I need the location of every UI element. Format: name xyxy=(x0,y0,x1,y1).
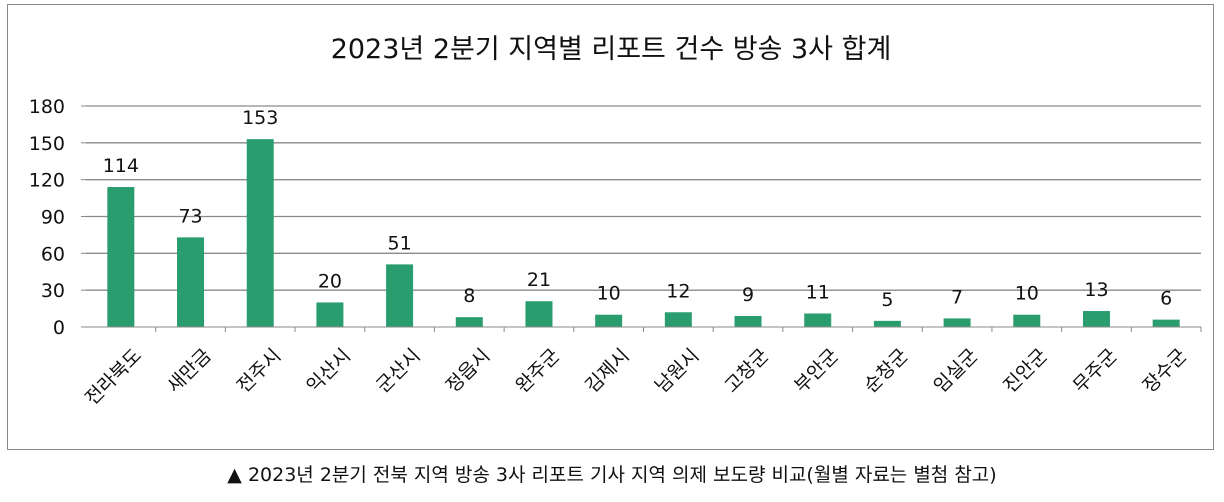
data-label: 10 xyxy=(1015,283,1039,305)
bar xyxy=(943,318,971,327)
y-tick-label: 0 xyxy=(53,317,65,339)
y-axis-ticks: 0 30 60 90 120 150 180 xyxy=(29,96,86,339)
bar xyxy=(316,302,344,327)
bar xyxy=(734,315,762,327)
bar xyxy=(246,139,274,327)
data-label: 12 xyxy=(666,280,690,302)
y-tick-label: 120 xyxy=(29,170,65,192)
data-label: 73 xyxy=(178,205,202,227)
x-tick-label: 군산시 xyxy=(372,345,425,398)
bar xyxy=(1152,319,1180,327)
bar xyxy=(386,264,414,327)
bar xyxy=(595,314,623,327)
y-tick-label: 90 xyxy=(41,207,65,229)
y-tick-label: 60 xyxy=(41,243,65,265)
bar xyxy=(804,313,832,327)
x-tick-label: 익산시 xyxy=(302,345,355,398)
data-label: 5 xyxy=(881,289,893,311)
chart-frame: 2023년 2분기 지역별 리포트 건수 방송 3사 합계 0 30 60 90 120… xyxy=(7,4,1214,450)
x-tick-label: 부안군 xyxy=(790,345,843,398)
data-label: 6 xyxy=(1160,288,1172,310)
y-tick-label: 180 xyxy=(29,96,65,118)
data-label: 51 xyxy=(388,232,412,254)
bars xyxy=(107,139,1180,327)
x-tick-label: 전라북도 xyxy=(81,345,146,410)
bar xyxy=(525,301,553,327)
data-label: 8 xyxy=(463,285,475,307)
figure-caption: ▲ 2023년 2분기 전북 지역 방송 3사 리포트 기사 지역 의제 보도량… xyxy=(227,464,997,486)
x-tick-label: 새만금 xyxy=(163,345,216,398)
data-label: 13 xyxy=(1084,279,1108,301)
data-label: 21 xyxy=(527,269,551,291)
x-tick-label: 완주군 xyxy=(511,345,564,398)
chart-title: 2023년 2분기 지역별 리포트 건수 방송 3사 합계 xyxy=(331,34,892,65)
x-tick-label: 순창군 xyxy=(860,345,913,398)
x-tick-label: 진안군 xyxy=(999,345,1052,398)
y-tick-label: 30 xyxy=(41,280,65,302)
x-tick-label: 무주군 xyxy=(1069,345,1122,398)
bar xyxy=(455,317,483,327)
bar xyxy=(1013,314,1041,327)
bar-chart: 2023년 2분기 지역별 리포트 건수 방송 3사 합계 0306090120… xyxy=(29,34,1202,410)
x-tick-label: 정읍시 xyxy=(442,345,495,398)
data-label: 153 xyxy=(242,107,278,129)
bar xyxy=(873,320,901,327)
bar xyxy=(177,237,205,327)
data-label: 11 xyxy=(806,281,830,303)
data-labels: 114 73 153 20 51 8 21 10 12 9 11 5 7 10 13 6 xyxy=(103,107,1172,311)
x-tick-label: 전주시 xyxy=(233,345,286,398)
bar xyxy=(107,187,135,327)
x-tick-label: 고창군 xyxy=(721,345,774,398)
x-tick-label: 임실군 xyxy=(930,345,983,398)
x-axis-ticks: 전라북도 새만금 전주시 익산시 군산시 정읍시 완주군 김제시 남원시 고창군 부안군 순창군 임실군… xyxy=(81,327,1202,410)
data-label: 114 xyxy=(103,155,139,177)
bar xyxy=(1082,311,1110,327)
y-tick-label: 150 xyxy=(29,133,65,155)
data-label: 20 xyxy=(318,270,342,292)
x-tick-label: 장수군 xyxy=(1139,345,1192,398)
data-label: 7 xyxy=(951,286,963,308)
x-tick-label: 남원시 xyxy=(651,345,704,398)
bar xyxy=(664,312,692,327)
data-label: 9 xyxy=(742,284,754,306)
x-tick-label: 김제시 xyxy=(581,345,634,398)
data-label: 10 xyxy=(597,283,621,305)
